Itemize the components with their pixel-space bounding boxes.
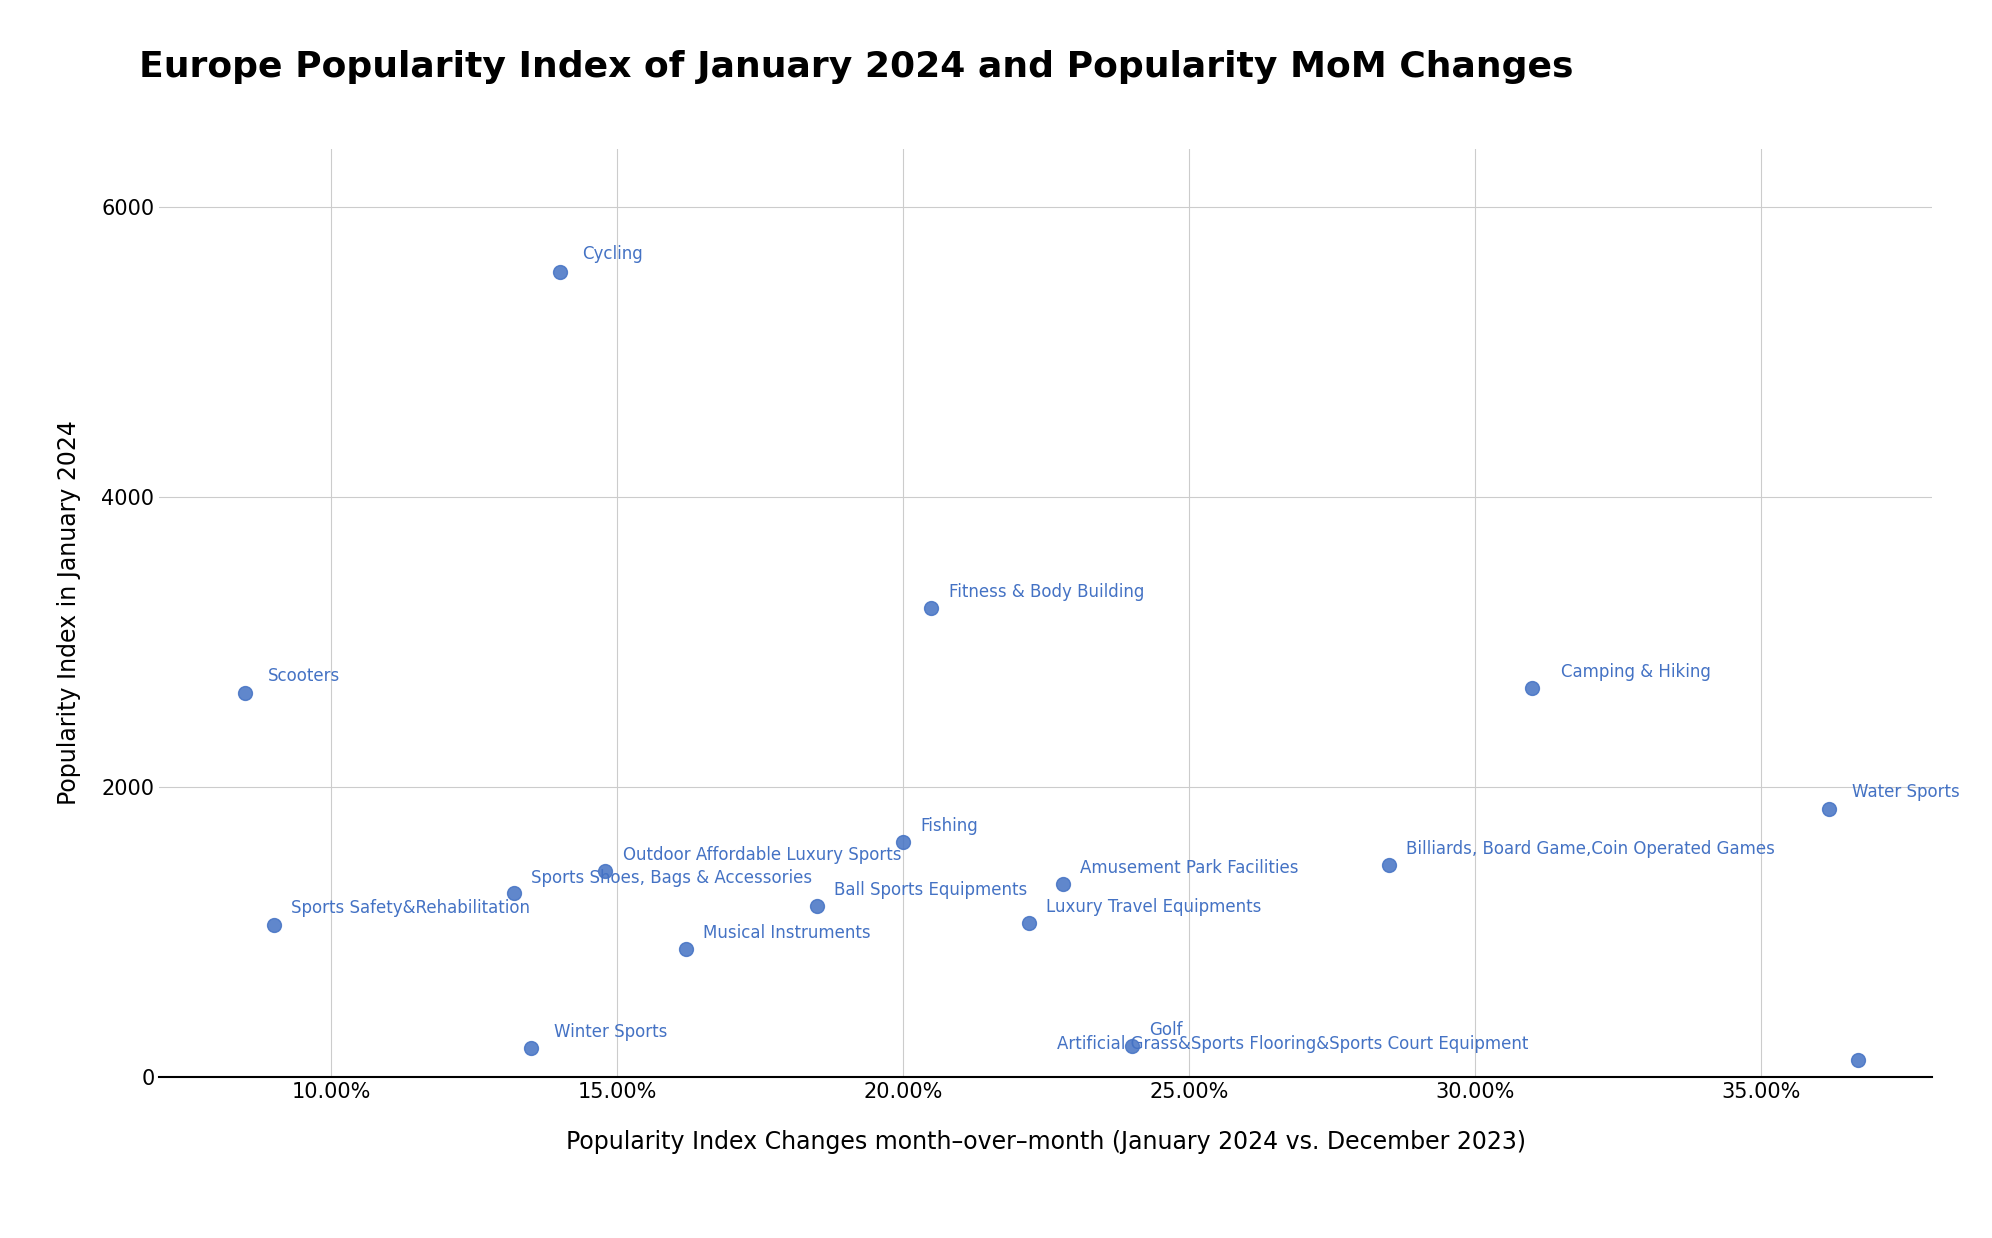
Text: Musical Instruments: Musical Instruments <box>703 924 871 942</box>
Point <box>669 940 701 959</box>
Text: Fishing: Fishing <box>920 817 978 834</box>
Text: Europe Popularity Index of January 2024 and Popularity MoM Changes: Europe Popularity Index of January 2024 … <box>139 50 1574 83</box>
Point <box>229 682 261 702</box>
Text: Amusement Park Facilities: Amusement Park Facilities <box>1080 859 1299 877</box>
Text: Camping & Hiking: Camping & Hiking <box>1560 664 1711 681</box>
Text: Outdoor Affordable Luxury Sports: Outdoor Affordable Luxury Sports <box>623 846 900 864</box>
Point <box>886 832 918 852</box>
Point <box>1843 1051 1874 1071</box>
Point <box>1048 874 1080 894</box>
Point <box>498 883 530 903</box>
Point <box>1813 799 1845 818</box>
Point <box>257 915 289 935</box>
Text: Artificial Grass&Sports Flooring&Sports Court Equipment: Artificial Grass&Sports Flooring&Sports … <box>1058 1035 1528 1054</box>
Point <box>916 598 948 618</box>
Text: Water Sports: Water Sports <box>1853 784 1960 801</box>
Text: Golf: Golf <box>1149 1020 1181 1039</box>
Text: Winter Sports: Winter Sports <box>554 1023 667 1041</box>
Text: Ball Sports Equipments: Ball Sports Equipments <box>835 880 1028 899</box>
Point <box>1516 678 1548 698</box>
Text: Sports Safety&Rehabilitation: Sports Safety&Rehabilitation <box>291 900 530 917</box>
Text: Sports Shoes, Bags & Accessories: Sports Shoes, Bags & Accessories <box>532 869 813 886</box>
Text: Billiards, Board Game,Coin Operated Games: Billiards, Board Game,Coin Operated Game… <box>1406 841 1775 858</box>
Text: Luxury Travel Equipments: Luxury Travel Equipments <box>1046 898 1261 916</box>
Text: Cycling: Cycling <box>582 245 643 264</box>
Point <box>1012 914 1044 933</box>
Point <box>544 262 576 282</box>
Point <box>1116 1036 1147 1056</box>
Text: Fitness & Body Building: Fitness & Body Building <box>948 583 1143 602</box>
Point <box>516 1039 548 1058</box>
Point <box>590 862 622 881</box>
Text: Scooters: Scooters <box>269 667 341 686</box>
Point <box>1372 855 1404 875</box>
X-axis label: Popularity Index Changes month–over–month (January 2024 vs. December 2023): Popularity Index Changes month–over–mont… <box>566 1130 1526 1154</box>
Point <box>801 896 833 916</box>
Y-axis label: Popularity Index in January 2024: Popularity Index in January 2024 <box>56 421 80 805</box>
